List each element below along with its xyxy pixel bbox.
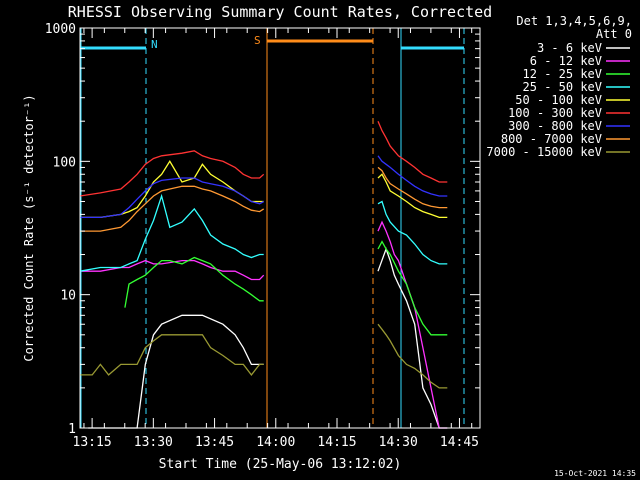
x-tick-label: 13:30: [134, 435, 173, 450]
series-line-7-1: [377, 166, 448, 209]
series-line-2-0: [124, 256, 264, 308]
x-tick-label: 14:45: [440, 435, 479, 450]
axes: 1 10 100 1000 13:15 13:30 13:45 14:00 14:15 14:30…: [45, 22, 481, 450]
legend-label-4: 50 - 100 keV: [515, 93, 602, 107]
y-tick-label: 10: [60, 289, 76, 304]
series-line-5-1: [377, 120, 448, 183]
series-line-0-1: [377, 247, 448, 429]
legend-label-0: 3 - 6 keV: [537, 41, 602, 55]
series-line-8-0: [80, 334, 264, 376]
series-line-8-1: [377, 323, 448, 389]
legend-label-6: 300 - 800 keV: [508, 119, 602, 133]
night-label: N: [151, 38, 158, 51]
series-line-2-1: [377, 240, 448, 336]
series-line-6-1: [377, 155, 448, 197]
legend-header-line-1: Det 1,3,4,5,6,9,: [516, 14, 632, 28]
legend-label-7: 800 - 7000 keV: [501, 132, 602, 146]
series-line-3-1: [377, 200, 448, 265]
series-line-6-0: [80, 177, 265, 219]
saa-label: S: [254, 34, 261, 47]
series-line-4-1: [377, 173, 448, 219]
series-line-3-0: [79, 193, 264, 272]
legend-label-8: 7000 - 15000 keV: [486, 145, 602, 159]
x-tick-label: 13:45: [195, 435, 234, 450]
legend-header-line-2: Att 0: [596, 27, 632, 41]
series-line-5-0: [79, 150, 265, 197]
footer-date: 15-Oct-2021 14:35: [554, 469, 636, 478]
x-tick-label: 14:30: [379, 435, 418, 450]
plot-area: [79, 120, 448, 429]
x-tick-label: 14:15: [317, 435, 356, 450]
y-tick-label: 1: [68, 422, 76, 437]
series-line-7-0: [80, 185, 265, 232]
x-tick-label: 14:00: [256, 435, 295, 450]
x-axis-label: Start Time (25-May-06 13:12:02): [159, 457, 402, 472]
legend-label-5: 100 - 300 keV: [508, 106, 602, 120]
y-axis-label: Corrected Count Rate (s⁻¹ detector⁻¹): [22, 94, 36, 361]
legend-label-3: 25 - 50 keV: [523, 80, 602, 94]
series-line-1-1: [377, 220, 448, 429]
chart-title: RHESSI Observing Summary Count Rates, Co…: [68, 3, 492, 21]
legend-label-2: 12 - 25 keV: [523, 67, 602, 81]
legend-label-1: 6 - 12 keV: [530, 54, 602, 68]
axes-frame: [79, 27, 481, 429]
y-tick-label: 1000: [45, 22, 76, 37]
x-tick-label: 13:15: [73, 435, 112, 450]
y-tick-label: 100: [53, 155, 76, 170]
